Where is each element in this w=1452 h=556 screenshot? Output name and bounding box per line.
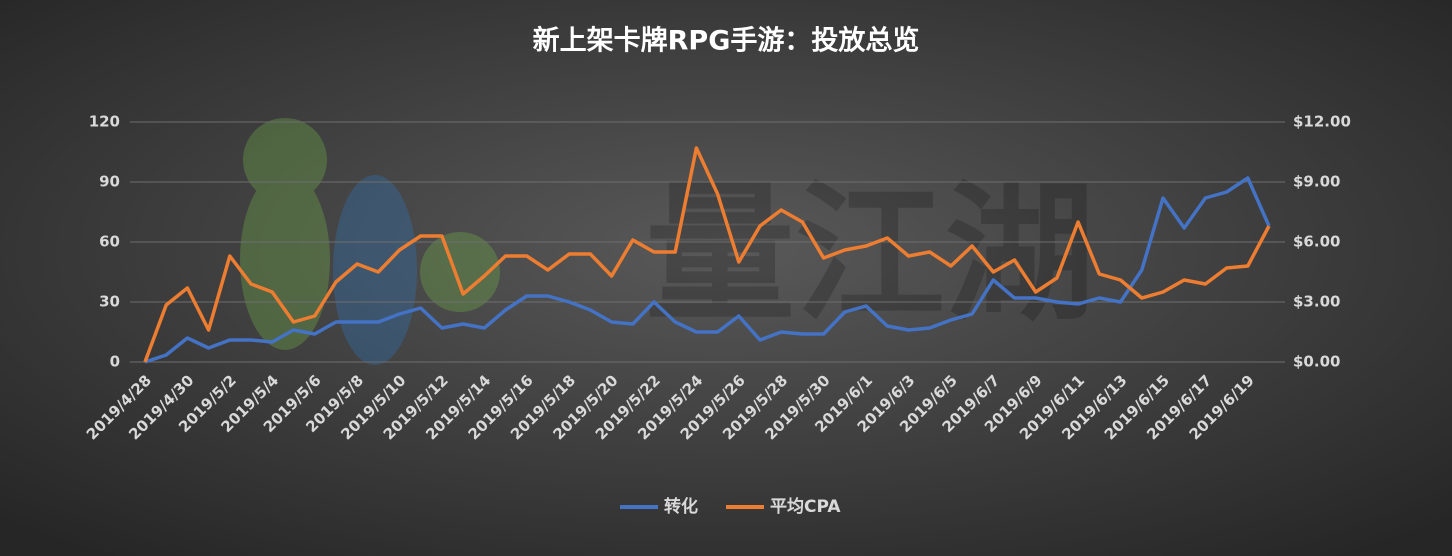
y-tick-label: 60	[99, 233, 120, 251]
series-line	[143, 146, 1271, 363]
legend-label: 转化	[664, 496, 698, 517]
series-line	[144, 176, 1271, 364]
legend-label: 平均CPA	[770, 496, 841, 517]
y2-tick-label: $3.00	[1293, 293, 1340, 311]
y-tick-label: 30	[99, 293, 120, 311]
y2-tick-label: $12.00	[1293, 113, 1351, 131]
y2-tick-label: $9.00	[1293, 173, 1340, 191]
y-tick-label: 0	[110, 353, 120, 371]
y-tick-label: 90	[99, 173, 120, 191]
chart-title: 新上架卡牌RPG手游：投放总览	[533, 25, 920, 57]
watermark: 量江湖	[645, 168, 1095, 342]
y2-tick-label: $6.00	[1293, 233, 1340, 251]
y-tick-label: 120	[89, 113, 120, 131]
y2-tick-label: $0.00	[1293, 353, 1340, 371]
